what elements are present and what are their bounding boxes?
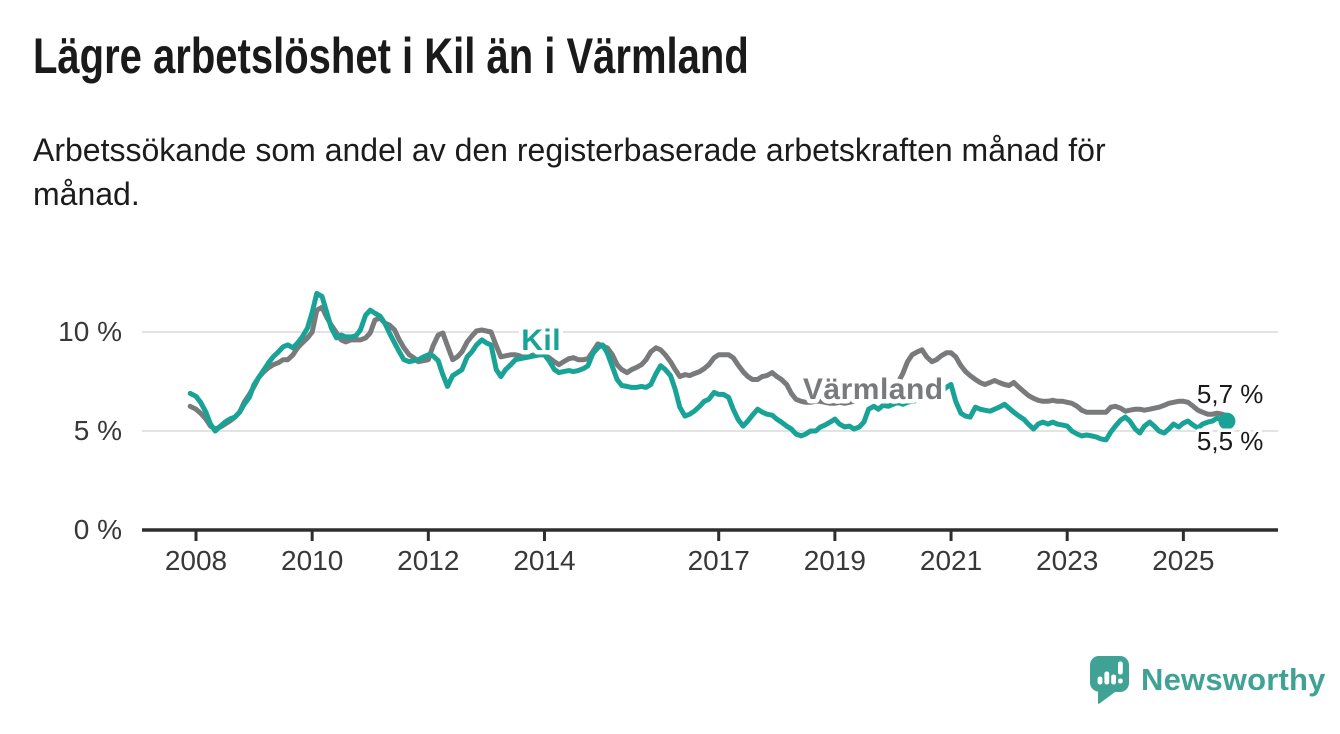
page-subtitle: Arbetssökande som andel av den registerb… (33, 132, 1106, 212)
x-tick-label-2014: 2014 (513, 545, 575, 576)
logo-exclamation-dot (1118, 678, 1123, 684)
series-line-värmland (187, 304, 1230, 432)
logo-bar-3 (1111, 674, 1116, 685)
series-label-kil: Kil (521, 324, 561, 357)
series-line-kil (187, 290, 1230, 443)
x-tick-label-2025: 2025 (1152, 545, 1214, 576)
y-tick-label-10: 10 % (58, 316, 122, 347)
logo-bar-2 (1104, 671, 1110, 685)
logo-exclamation-bar (1118, 661, 1123, 675)
logo-bar-1 (1097, 676, 1103, 685)
end-value-label-kil: 5,5 % (1197, 426, 1264, 456)
page-title: Lägre arbetslöshet i Kil än i Värmland (33, 28, 749, 84)
x-tick-label-2021: 2021 (920, 545, 982, 576)
series-label-värmland: Värmland (803, 373, 944, 406)
x-tick-label-2012: 2012 (397, 545, 459, 576)
series-end-dot-kil (1218, 412, 1236, 430)
x-tick-label-2017: 2017 (688, 545, 750, 576)
newsworthy-logo-text: Newsworthy (1141, 662, 1326, 697)
end-value-label-värmland: 5,7 % (1197, 379, 1264, 409)
x-tick-label-2023: 2023 (1036, 545, 1098, 576)
x-tick-label-2019: 2019 (804, 545, 866, 576)
chart-svg: 2008 2010 2012 2014 2017 2019 2021 2023 2025 10 %… (58, 290, 1278, 576)
x-tick-label-2010: 2010 (281, 545, 343, 576)
newsworthy-logo: Newsworthy (1089, 655, 1326, 705)
speech-bubble-shape (1090, 656, 1129, 704)
y-tick-label-0: 0 % (74, 514, 122, 545)
y-tick-label-5: 5 % (74, 415, 122, 446)
x-tick-label-2008: 2008 (165, 545, 227, 576)
newsworthy-logo-icon (1090, 656, 1129, 704)
